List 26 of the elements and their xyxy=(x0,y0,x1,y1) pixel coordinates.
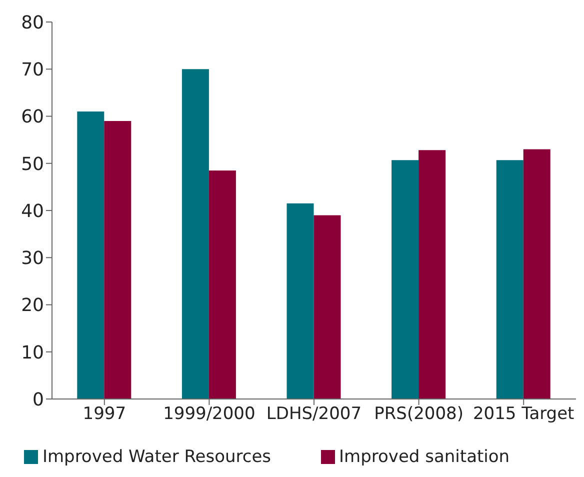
bar xyxy=(392,160,419,399)
legend-label: Improved Water Resources xyxy=(42,447,272,467)
x-tick-label: 2015 Target xyxy=(472,404,575,424)
x-tick-label: PRS(2008) xyxy=(374,404,464,424)
x-tick-label: 1997 xyxy=(82,404,126,424)
y-tick-label: 40 xyxy=(21,200,44,222)
y-tick-label: 10 xyxy=(21,342,44,364)
x-tick-label: LDHS/2007 xyxy=(266,404,362,424)
bar xyxy=(523,149,550,399)
y-tick-label: 50 xyxy=(21,154,44,175)
y-tick-label: 80 xyxy=(21,12,44,34)
bar xyxy=(496,160,524,399)
y-tick-label: 30 xyxy=(21,248,44,270)
y-tick-label: 20 xyxy=(21,295,44,316)
bar xyxy=(182,69,209,399)
y-tick-label: 70 xyxy=(21,60,44,81)
bar xyxy=(104,120,132,399)
bar xyxy=(286,203,314,399)
bar xyxy=(77,112,104,399)
y-tick-label: 60 xyxy=(21,106,44,128)
y-tick-label: 0 xyxy=(32,389,44,410)
bar xyxy=(418,150,446,399)
legend-label: Improved sanitation xyxy=(339,447,510,467)
x-tick-label: 1999/2000 xyxy=(163,404,256,424)
bar xyxy=(208,170,236,399)
bar xyxy=(314,215,341,399)
